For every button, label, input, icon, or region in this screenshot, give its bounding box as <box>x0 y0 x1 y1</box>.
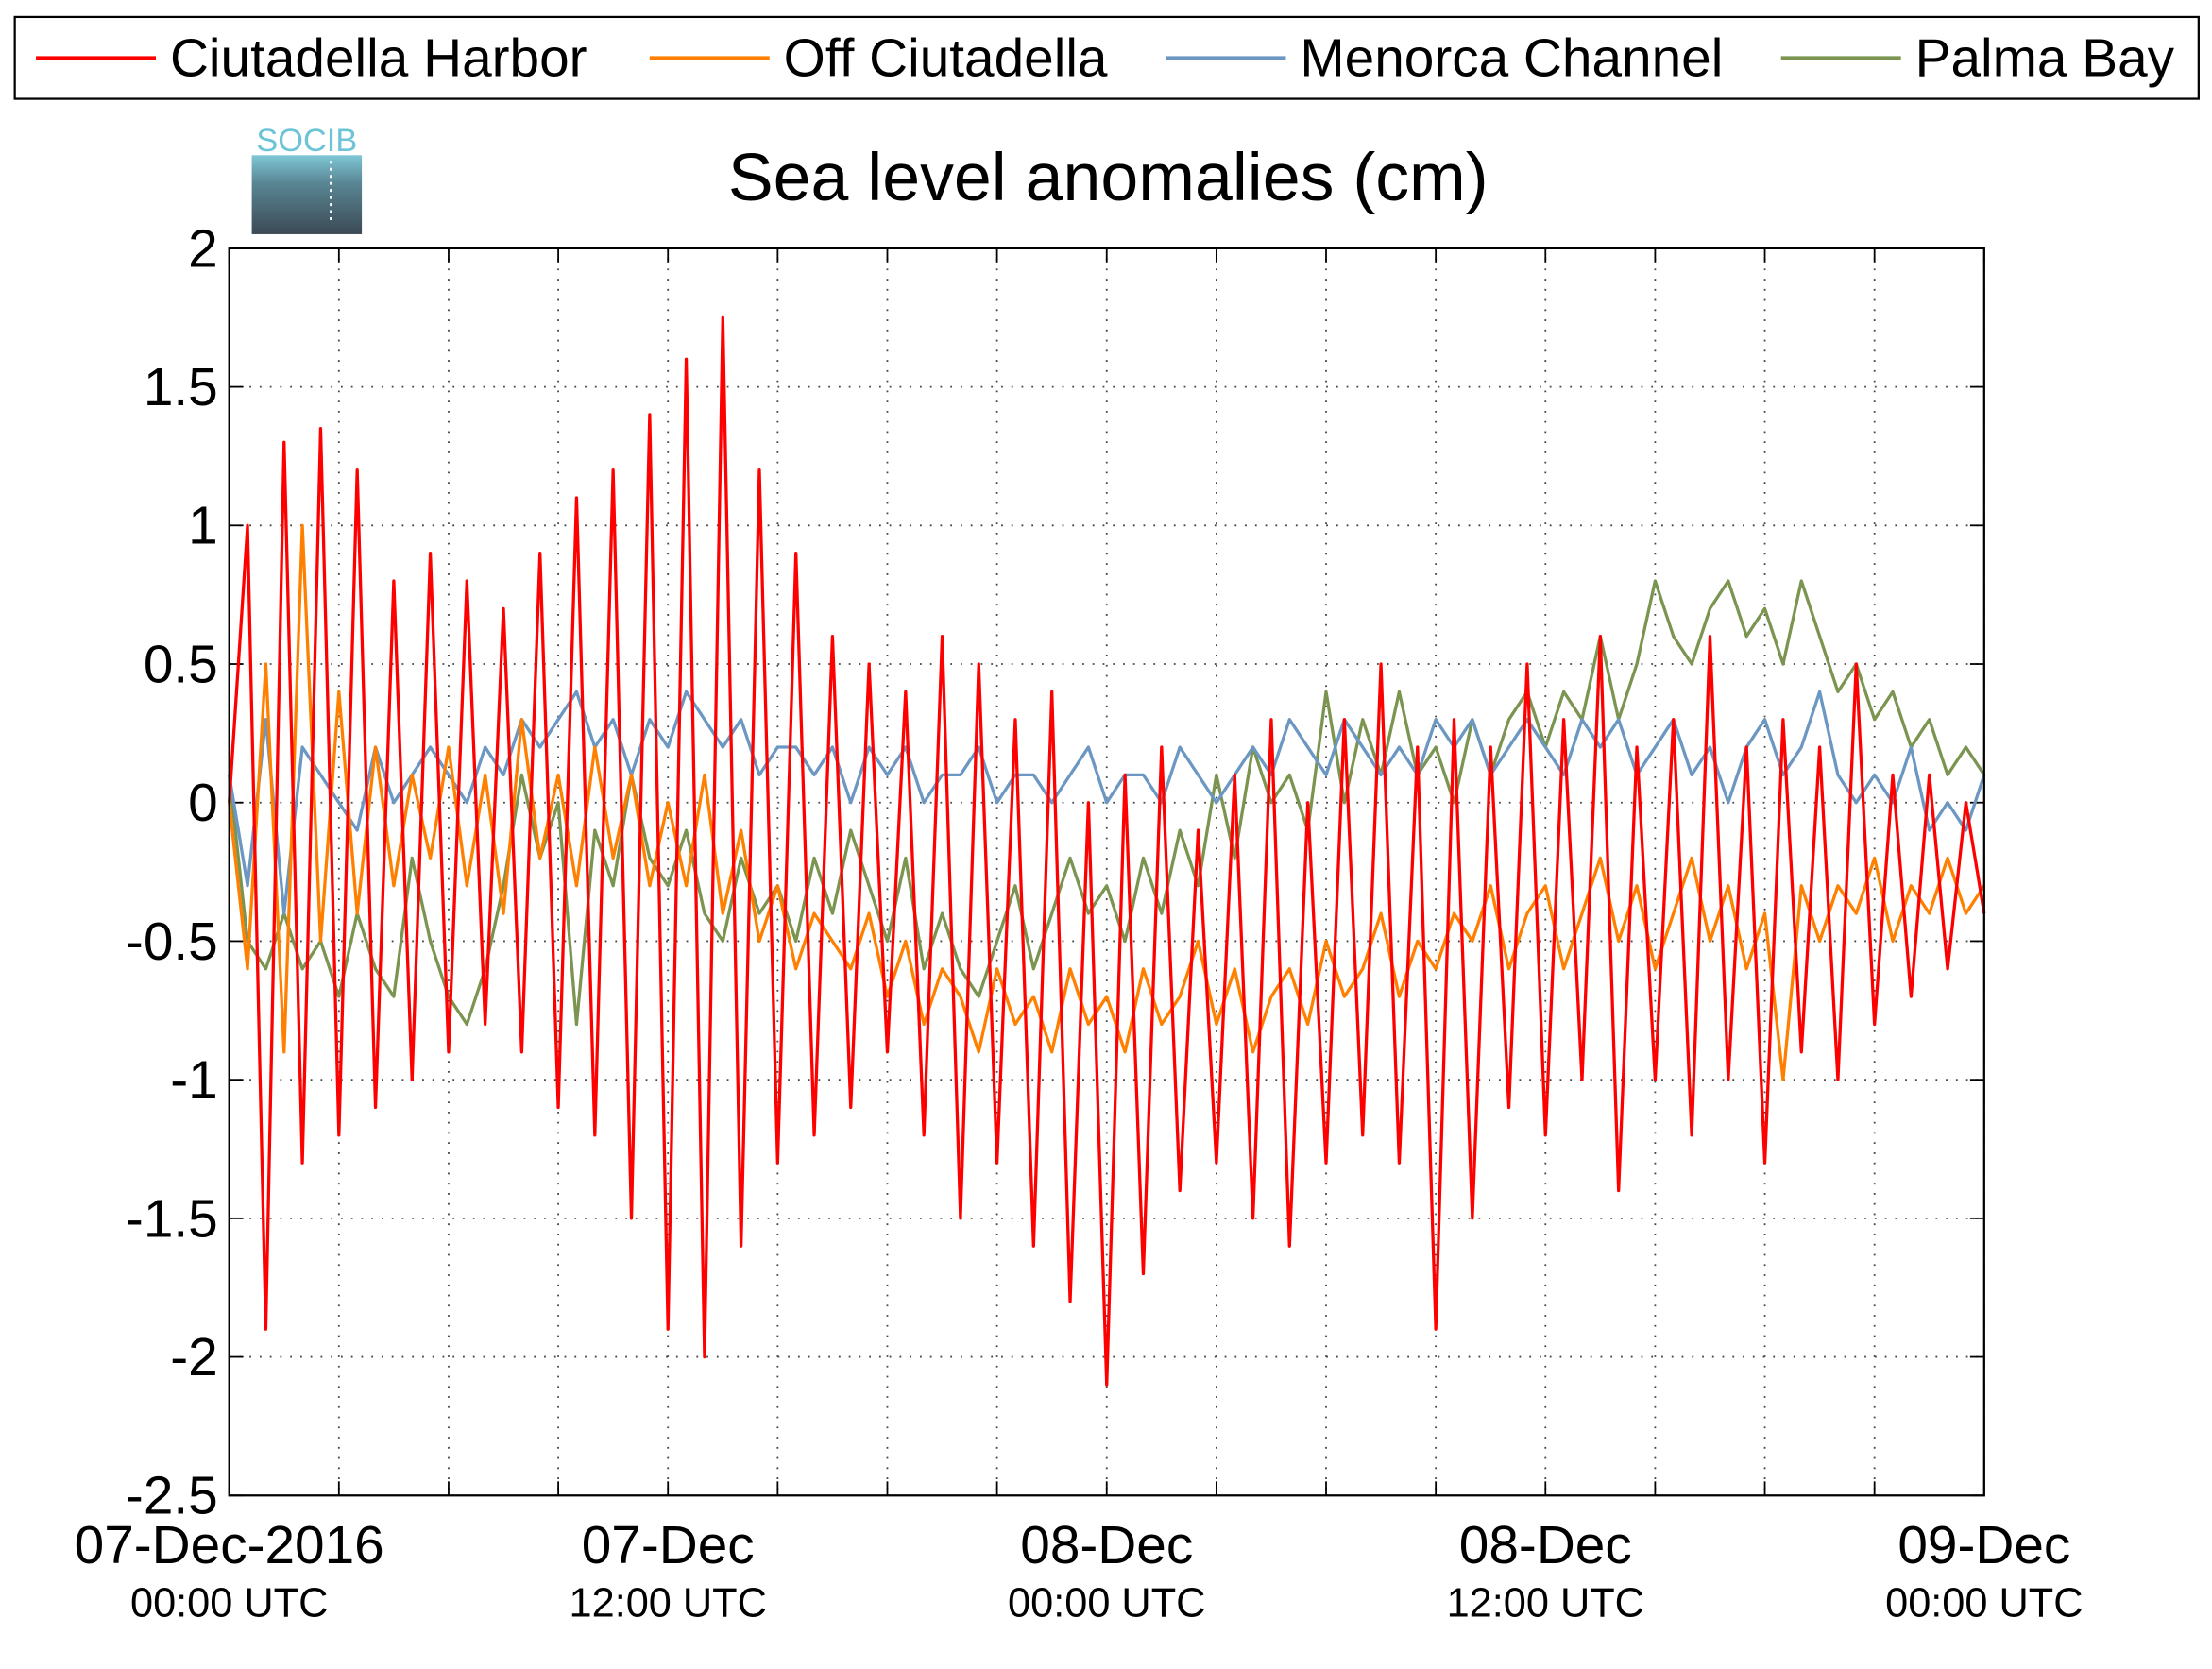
logo-text: SOCIB <box>256 123 357 159</box>
plot-area <box>229 247 1984 1496</box>
x-tick-label: 07-Dec-2016 00:00 UTC <box>75 1516 384 1626</box>
y-tick-label: -1 <box>170 1051 217 1111</box>
legend-label: Menorca Channel <box>1300 29 1723 89</box>
y-tick-label: -1.5 <box>126 1189 218 1249</box>
logo-image <box>251 155 363 234</box>
series-line <box>228 315 1986 1387</box>
logo: SOCIB <box>251 123 363 234</box>
series-line <box>228 579 1986 1027</box>
y-tick-label: 2 <box>188 219 218 279</box>
chart-title: Sea level anomalies (cm) <box>728 140 1489 215</box>
y-tick-label: 0 <box>188 774 218 833</box>
legend-label: Off Ciutadella <box>784 29 1108 89</box>
y-tick-label: 0.5 <box>144 635 218 694</box>
x-tick-label: 08-Dec 12:00 UTC <box>1447 1516 1644 1626</box>
x-tick-label: 07-Dec 12:00 UTC <box>570 1516 767 1626</box>
y-tick-label: 1.5 <box>144 358 218 417</box>
y-tick-label: -0.5 <box>126 912 218 972</box>
y-tick-label: 1 <box>188 497 218 556</box>
x-tick-label: 09-Dec 00:00 UTC <box>1885 1516 2083 1626</box>
legend-label: Ciutadella Harbor <box>170 29 587 89</box>
legend-label: Palma Bay <box>1915 29 2175 89</box>
y-tick-label: -2 <box>170 1328 217 1388</box>
x-tick-label: 08-Dec 00:00 UTC <box>1008 1516 1205 1626</box>
axes-frame <box>228 247 1985 1497</box>
y-tick-label: -2.5 <box>126 1467 218 1526</box>
series-line <box>228 523 1986 1081</box>
